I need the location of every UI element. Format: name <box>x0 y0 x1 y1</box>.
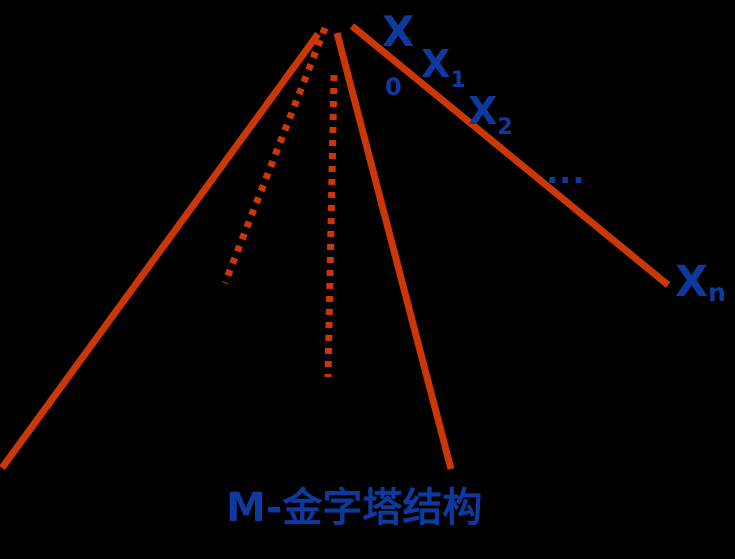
pyramid-dotted-left-line <box>221 26 329 285</box>
label-xn-main: X <box>675 257 709 307</box>
pyramid-inner-right-edge-line <box>333 32 455 470</box>
label-x1-subscript: 1 <box>450 67 466 93</box>
pyramid-left-edge-line <box>0 31 321 471</box>
label-x0-main: X <box>382 7 415 56</box>
label-xn-subscript: n <box>708 277 726 307</box>
label-x1: X1 <box>421 42 466 91</box>
label-ellipsis: ... <box>546 153 586 191</box>
diagram-caption: M-金字塔结构 <box>226 485 483 531</box>
label-x0-subscript: 0 <box>385 73 402 101</box>
label-x2-main: X <box>468 89 498 133</box>
label-x2: X2 <box>468 89 513 138</box>
label-xn: Xn <box>675 261 726 307</box>
label-x1-main: X <box>421 42 451 86</box>
pyramid-dotted-axis-line <box>324 74 338 378</box>
label-x2-subscript: 2 <box>497 114 513 140</box>
pyramid-right-edge-line <box>349 23 671 288</box>
